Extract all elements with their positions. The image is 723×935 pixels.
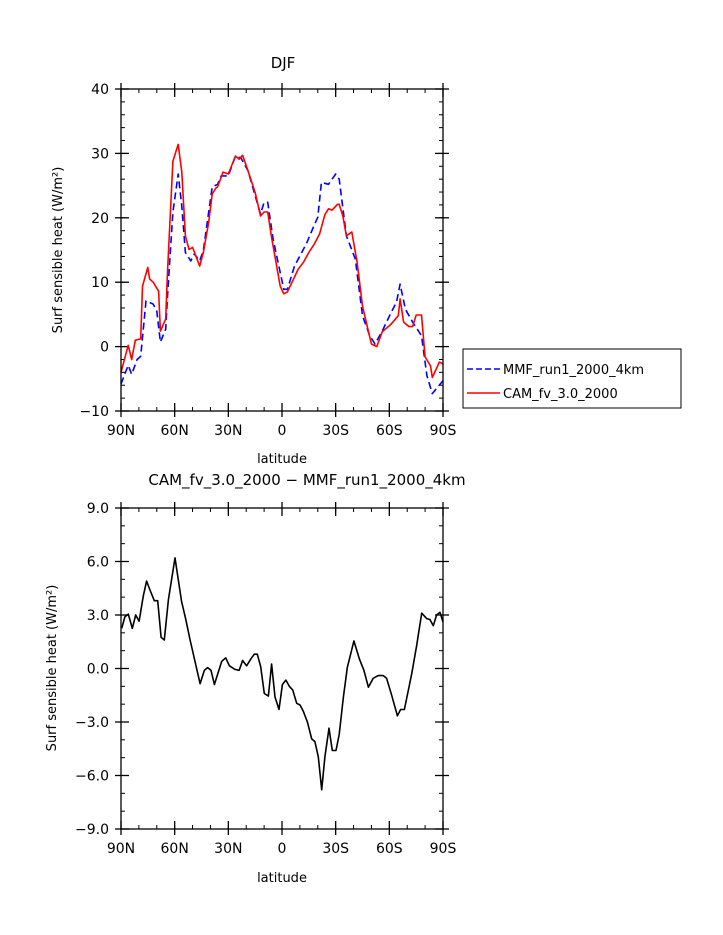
x-tick-label: 60S — [376, 423, 403, 439]
top-chart-title: DJF — [271, 54, 296, 72]
x-tick-label: 0 — [278, 423, 287, 439]
legend-label-mmf: MMF_run1_2000_4km — [503, 363, 644, 378]
series-line-difference — [120, 557, 444, 791]
y-tick-label: 10 — [91, 275, 109, 291]
y-tick-label: 3.0 — [87, 608, 109, 624]
x-tick-label: 30N — [214, 423, 242, 439]
y-tick-label: −9.0 — [75, 822, 109, 838]
x-tick-label: 0 — [278, 841, 287, 857]
bottom-chart-title: CAM_fv_3.0_2000 − MMF_run1_2000_4km — [148, 471, 465, 490]
x-tick-label: 90S — [430, 423, 457, 439]
x-tick-label: 60N — [161, 423, 189, 439]
plot-frame — [120, 507, 444, 830]
top-panel: DJF 90N 60N 30N 0 30S 60S 90S 40 30 20 10 0 −10 lati… — [51, 54, 682, 467]
x-tick-label: 30N — [214, 841, 242, 857]
y-tick-label: −3.0 — [75, 715, 109, 731]
y-tick-label: 9.0 — [87, 501, 109, 517]
x-tick-label: 30S — [322, 423, 349, 439]
x-tick-label: 90S — [430, 841, 457, 857]
series-line-cam-fv-3-0-2000 — [120, 143, 444, 379]
plot-frame — [120, 88, 444, 412]
y-tick-label: 0 — [100, 340, 109, 356]
top-x-axis-label: latitude — [257, 452, 307, 467]
bottom-x-axis-label: latitude — [257, 871, 307, 886]
y-tick-label: −10 — [79, 404, 109, 420]
top-y-axis-label: Surf sensible heat (W/m²) — [51, 167, 66, 334]
y-tick-label: 30 — [91, 146, 109, 162]
x-tick-label: 30S — [322, 841, 349, 857]
y-tick-label: 20 — [91, 211, 109, 227]
x-tick-label: 60N — [161, 841, 189, 857]
legend-box — [462, 348, 682, 409]
x-tick-label: 60S — [376, 841, 403, 857]
bottom-y-axis-label: Surf sensible heat (W/m²) — [45, 585, 60, 752]
x-tick-label: 90N — [107, 841, 135, 857]
x-tick-label: 90N — [107, 423, 135, 439]
legend-label-cam: CAM_fv_3.0_2000 — [503, 387, 618, 402]
y-tick-label: 40 — [91, 82, 109, 98]
y-tick-label: 6.0 — [87, 555, 109, 571]
y-tick-label: 0.0 — [87, 662, 109, 678]
legend: MMF_run1_2000_4km CAM_fv_3.0_2000 — [462, 348, 682, 409]
bottom-panel: CAM_fv_3.0_2000 − MMF_run1_2000_4km 90N 6… — [45, 471, 466, 886]
y-tick-label: −6.0 — [75, 769, 109, 785]
series-line-mmf-run1-2000-4km — [120, 155, 444, 395]
